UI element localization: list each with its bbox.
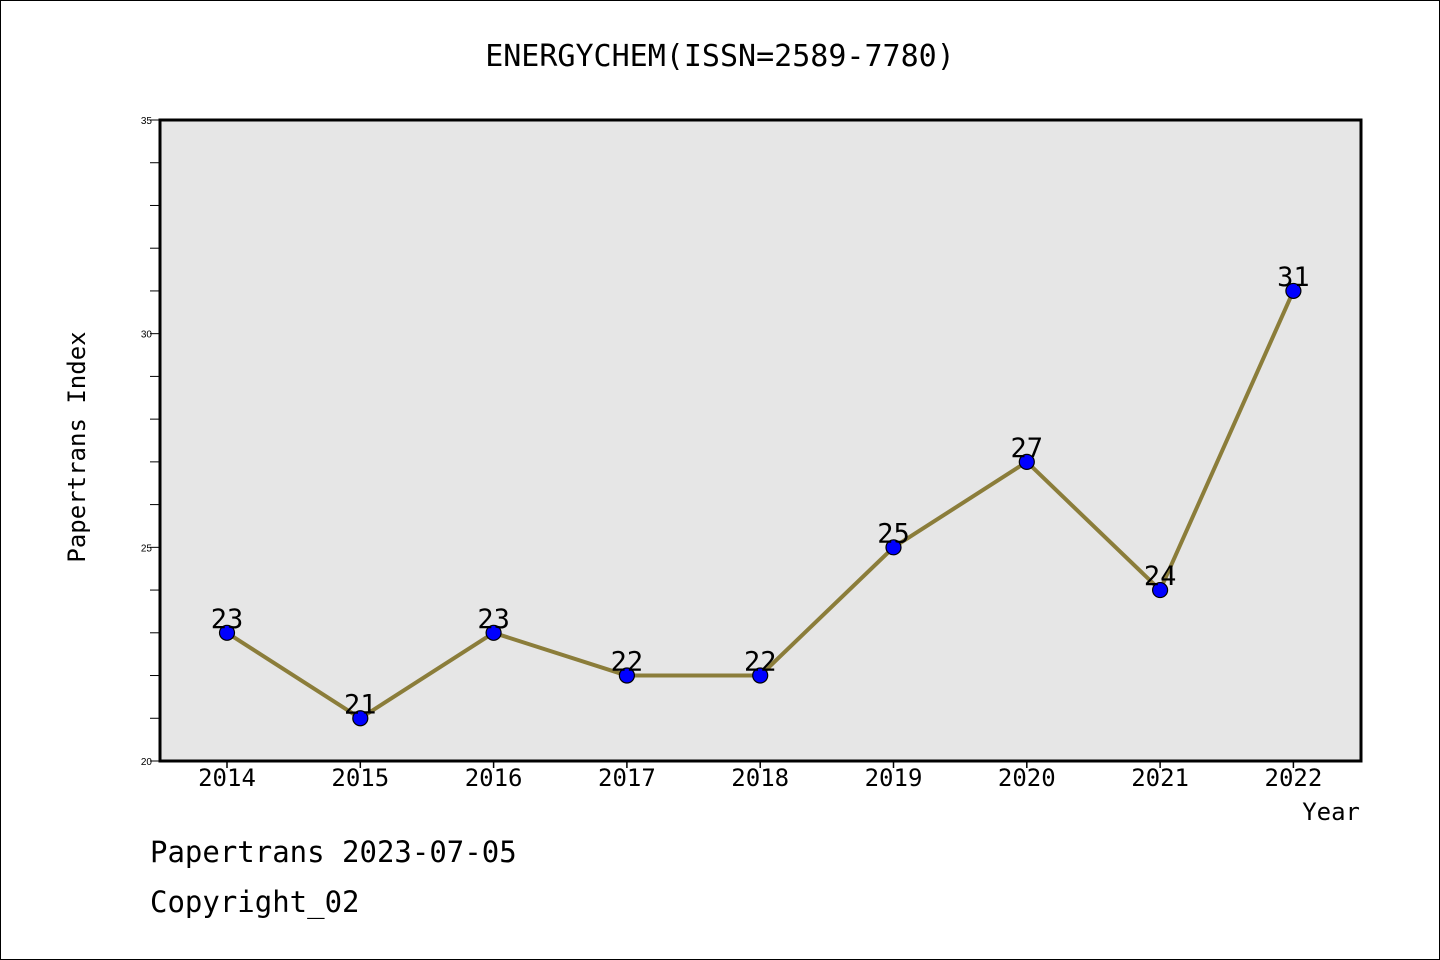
data-label: 22 [744, 647, 777, 678]
data-point [885, 539, 902, 556]
y-axis-label: Papertrans Index [63, 331, 91, 562]
data-point [752, 667, 769, 684]
data-label: 27 [1011, 433, 1044, 464]
data-point [1285, 282, 1302, 300]
data-label: 23 [477, 604, 510, 635]
y-tick-label: 25 [141, 543, 153, 554]
data-label: 31 [1277, 262, 1310, 293]
y-tick-label: 35 [141, 116, 153, 127]
x-tick-label: 2021 [1131, 764, 1189, 792]
x-tick-label: 2017 [598, 764, 656, 792]
data-point [1151, 581, 1169, 599]
y-tick-label: 20 [141, 757, 153, 768]
plot-area [158, 118, 1363, 763]
chart-title: ENERGYCHEM(ISSN=2589-7780) [485, 39, 955, 74]
x-tick-label: 2022 [1265, 764, 1323, 792]
data-label: 25 [877, 518, 910, 549]
data-point [218, 624, 236, 641]
footer-date: Papertrans 2023-07-05 [150, 835, 517, 869]
x-axis-label: Year [1302, 798, 1360, 826]
footer-copyright: Copyright_02 [150, 885, 360, 919]
x-tick-label: 2016 [465, 764, 523, 792]
data-point [618, 667, 636, 684]
x-tick-label: 2014 [198, 764, 256, 792]
x-tick-label: 2015 [331, 764, 389, 792]
data-point [1018, 453, 1035, 470]
x-axis: 2014 2015 2016 2017 2018 2019 2020 2021 2022 [198, 761, 1322, 792]
y-axis: 20 25 30 35 [141, 116, 159, 768]
x-tick-label: 2020 [998, 764, 1056, 792]
data-point [485, 624, 502, 641]
x-tick-label: 2018 [731, 764, 789, 792]
x-tick-label: 2019 [865, 764, 923, 792]
data-label: 21 [344, 689, 377, 720]
data-series [218, 282, 1302, 727]
y-tick-label: 30 [141, 330, 153, 341]
data-point [352, 710, 369, 727]
data-label: 24 [1144, 561, 1177, 592]
data-label: 23 [211, 604, 244, 635]
data-labels: 23 21 23 22 22 25 27 24 31 [211, 262, 1310, 720]
data-label: 22 [611, 647, 644, 678]
